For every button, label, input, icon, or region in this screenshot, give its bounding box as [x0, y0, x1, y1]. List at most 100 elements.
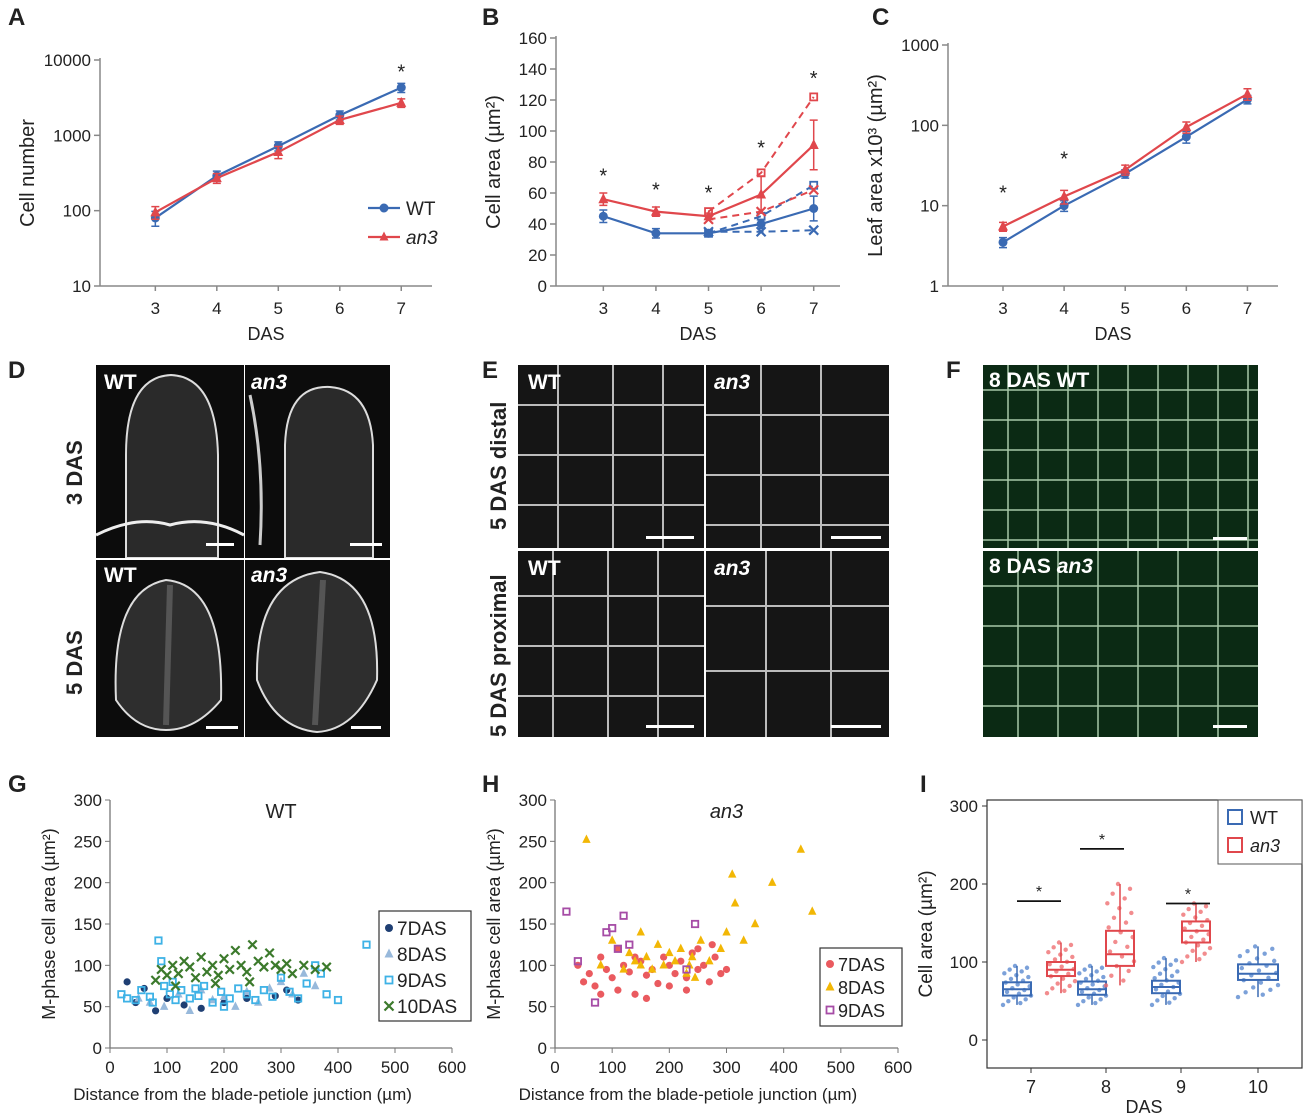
data-point-i — [1113, 939, 1118, 945]
data-point-g — [165, 990, 174, 999]
data-point-g — [199, 981, 209, 991]
panel-d-wt-3das: WT — [96, 365, 244, 558]
data-point-i — [1155, 998, 1160, 1003]
data-point-g — [298, 960, 309, 971]
y-tick-label-a: 10 — [72, 277, 91, 296]
data-point-h — [608, 924, 617, 933]
x-axis-label-b: DAS — [679, 324, 716, 344]
data-point-h — [665, 961, 673, 969]
data-point-g-stroke — [213, 970, 224, 981]
data-point-g — [160, 981, 169, 991]
scale-bar — [350, 543, 382, 546]
data-point-h — [722, 927, 731, 936]
data-point-i — [1149, 1002, 1155, 1008]
genotype-label: WT — [528, 371, 561, 394]
data-point-i — [1068, 942, 1074, 948]
data-point-a — [150, 206, 161, 217]
data-point-b — [756, 168, 766, 178]
data-point-g — [208, 998, 217, 1007]
significance-star-c: * — [999, 183, 1007, 205]
x-tick-label-c: 5 — [1120, 299, 1129, 318]
data-point-g — [231, 1001, 240, 1010]
y-tick-label-h: 200 — [519, 874, 547, 893]
y-tick-label-c: 100 — [911, 116, 939, 135]
panel-letter-b: B — [482, 4, 499, 31]
significance-star-i: * — [1036, 884, 1042, 901]
panel-letter-i: I — [920, 771, 927, 798]
y-tick-label-g: 100 — [74, 956, 102, 975]
leaf-primordium-image — [114, 578, 223, 732]
data-point-b — [755, 226, 767, 238]
data-point-g — [196, 952, 207, 963]
data-point-g — [219, 953, 229, 964]
x-tick-label-b: 3 — [599, 299, 608, 318]
x-tick-label-a: 5 — [274, 299, 283, 318]
data-point-i — [1157, 971, 1163, 976]
data-point-h — [676, 943, 685, 952]
x-tick-label-h: 100 — [598, 1058, 626, 1077]
leaf-primordium-image — [255, 570, 379, 734]
data-point-b — [809, 204, 819, 213]
y-axis-label-g: M-phase cell area (µm²) — [39, 828, 59, 1019]
data-point-g — [191, 984, 200, 993]
panel-letter-e: E — [482, 357, 498, 384]
y-tick-label-b: 0 — [538, 277, 547, 296]
significance-star-i: * — [1099, 832, 1105, 849]
data-point-g — [150, 975, 161, 986]
data-point-i — [1101, 974, 1106, 980]
significance-star-b: * — [757, 138, 765, 160]
data-point-i — [1052, 957, 1058, 962]
data-point-g — [123, 994, 132, 1003]
data-point-i — [1111, 915, 1117, 920]
data-point-i — [1004, 989, 1010, 995]
legend-box-h — [819, 947, 903, 1027]
data-point-i — [1060, 976, 1066, 981]
data-point-h — [722, 965, 731, 974]
x-tick-label-g: 600 — [438, 1058, 466, 1077]
data-point-h — [690, 972, 700, 981]
legend-label-h: 8DAS — [838, 978, 885, 998]
cell-grid-image — [518, 365, 704, 548]
panel-f-an3: 8 DAS an3 — [983, 551, 1258, 737]
data-point-i — [1186, 906, 1191, 912]
data-point-c — [998, 237, 1008, 247]
data-point-b — [703, 214, 714, 225]
data-point-h — [590, 998, 600, 1007]
data-point-i — [1075, 1002, 1081, 1008]
data-point-h — [708, 941, 716, 949]
data-point-g — [162, 970, 172, 981]
data-point-i — [1199, 923, 1205, 928]
data-point-b — [650, 205, 661, 216]
y-tick-label-g: 50 — [83, 998, 102, 1017]
box-i — [1237, 963, 1279, 981]
significance-star-a: * — [397, 62, 405, 84]
cell-grid-image — [706, 551, 889, 737]
x-tick-label-g: 300 — [267, 1058, 295, 1077]
data-point-h — [660, 953, 668, 961]
data-point-i — [1161, 955, 1167, 961]
data-point-g — [225, 994, 234, 1003]
panel-letter-d: D — [8, 357, 25, 384]
data-point-g — [299, 968, 308, 977]
data-point-g-stroke — [241, 966, 252, 977]
data-point-g — [137, 986, 146, 995]
data-point-i — [1252, 944, 1258, 949]
data-point-h — [636, 960, 645, 969]
data-point-i — [1090, 982, 1095, 987]
plot-frame-i — [986, 799, 1303, 1069]
data-point-b — [756, 219, 766, 229]
data-point-i — [1094, 969, 1099, 974]
significance-star-b: * — [810, 68, 818, 90]
data-point-g — [362, 940, 371, 949]
data-point-h — [619, 911, 628, 920]
y-tick-label-h: 100 — [519, 956, 547, 975]
data-point-g — [197, 1004, 205, 1012]
significance-star-b: * — [705, 182, 713, 204]
data-point-g-stroke — [210, 978, 221, 989]
x-axis-label-c: DAS — [1094, 324, 1131, 344]
data-point-i — [1203, 904, 1209, 909]
data-point-g — [321, 962, 332, 972]
data-point-h — [591, 982, 599, 990]
data-point-h — [700, 961, 708, 969]
data-point-h — [585, 970, 593, 978]
